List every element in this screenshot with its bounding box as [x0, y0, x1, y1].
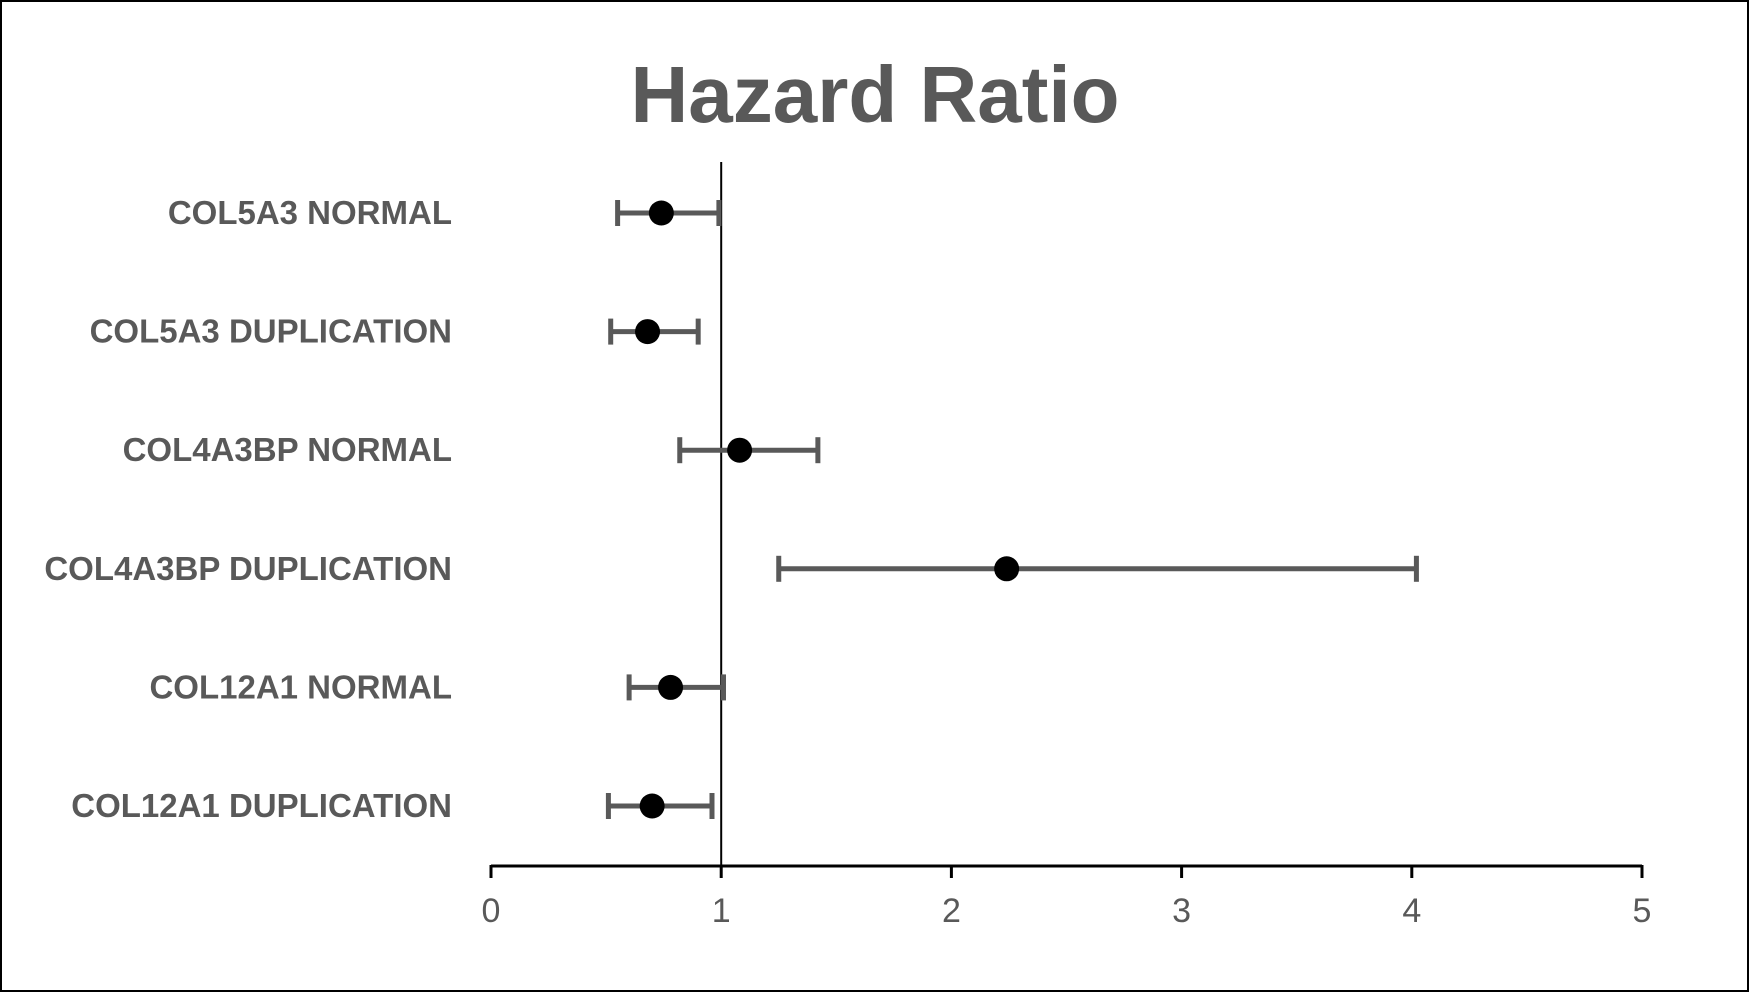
hazard-ratio-point	[648, 200, 674, 226]
category-label: COL12A1 DUPLICATION	[71, 787, 452, 824]
hazard-ratio-point	[658, 674, 684, 700]
hazard-ratio-point	[635, 319, 661, 345]
category-label: COL4A3BP DUPLICATION	[44, 550, 452, 587]
x-tick-label: 5	[1633, 892, 1652, 930]
x-tick-label: 0	[482, 892, 501, 930]
hazard-ratio-point	[994, 556, 1020, 582]
hazard-ratio-point	[727, 437, 753, 463]
category-label: COL12A1 NORMAL	[149, 668, 452, 705]
plot-area: 0 1 2 3 4 5 COL5A3 NORMAL COL5A3 DUPLICATION COL…	[44, 162, 1651, 930]
category-label: COL4A3BP NORMAL	[123, 431, 452, 468]
x-tick-label: 4	[1402, 892, 1421, 930]
hazard-ratio-point	[639, 793, 665, 819]
category-label: COL5A3 DUPLICATION	[90, 313, 452, 350]
x-tick-label: 2	[942, 892, 961, 930]
category-label: COL5A3 NORMAL	[168, 194, 452, 231]
x-tick-label: 3	[1172, 892, 1191, 930]
chart-title: Hazard Ratio	[631, 50, 1120, 139]
x-tick-label: 1	[712, 892, 731, 930]
